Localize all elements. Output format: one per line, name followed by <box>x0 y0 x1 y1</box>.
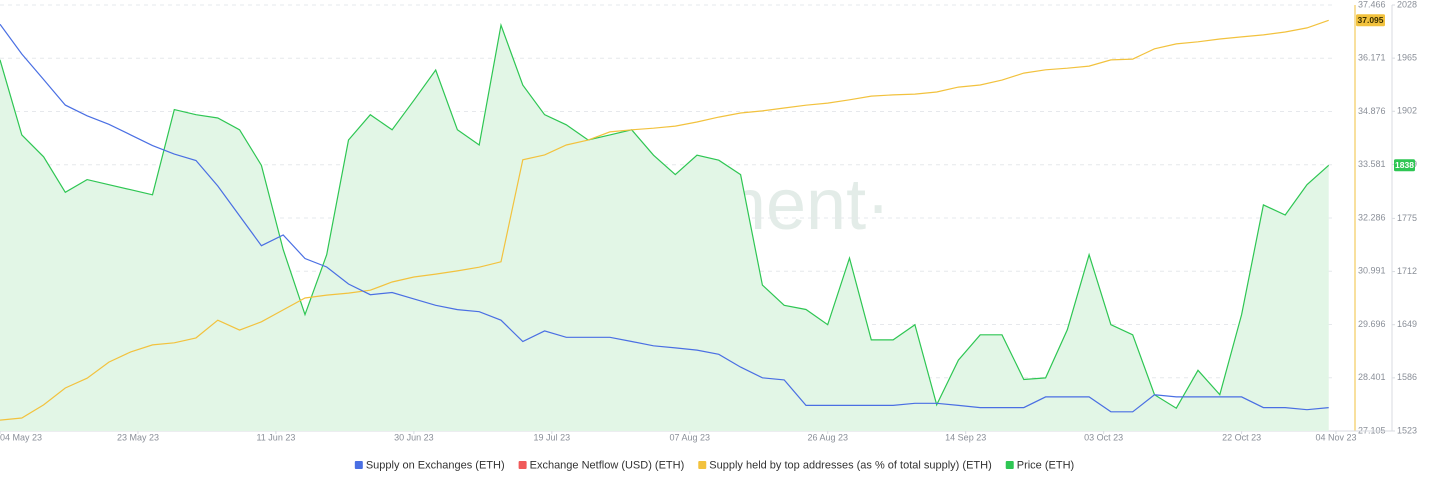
y-tick-label: 36.171 <box>1358 53 1386 63</box>
value-tag <box>1356 14 1385 27</box>
x-tick-label: 03 Oct 23 <box>1084 432 1123 442</box>
line <box>0 19 1329 421</box>
y2-tick-label: 1775 <box>1397 213 1417 223</box>
y2-tick-label: 1586 <box>1397 372 1417 382</box>
y-tick-label: 37.466 <box>1358 0 1386 9</box>
x-tick-label: 23 May 23 <box>117 432 159 442</box>
x-tick-label: 14 Sep 23 <box>945 432 986 442</box>
x-tick-label: 19 Jul 23 <box>534 432 571 442</box>
x-tick-label: 30 Jun 23 <box>394 432 434 442</box>
x-tick-label: 22 Oct 23 <box>1222 432 1261 442</box>
area <box>0 25 1329 431</box>
y2-tick-label: 1902 <box>1397 106 1417 116</box>
legend: Supply on Exchanges (ETH) Exchange Netflo… <box>354 459 1074 471</box>
y-tick-label: 32.286 <box>1358 212 1386 222</box>
legend-label: Exchange Netflow (USD) (ETH) <box>530 459 685 471</box>
y-tick-label: 30.991 <box>1358 266 1386 276</box>
value-tag-label: 1838 <box>1395 160 1414 170</box>
value-tag-label: 37.095 <box>1358 15 1384 25</box>
y-tick-label: 29.696 <box>1358 319 1386 329</box>
y2-tick-label: 1523 <box>1397 425 1417 435</box>
x-tick-label: 07 Aug 23 <box>670 432 711 442</box>
legend-label: Price (ETH) <box>1017 459 1074 471</box>
legend-swatch <box>354 461 363 469</box>
line <box>0 23 1329 413</box>
legend-label: Supply on Exchanges (ETH) <box>366 459 505 471</box>
y-tick-label: 33.581 <box>1358 159 1386 169</box>
x-tick-label: 26 Aug 23 <box>807 432 848 442</box>
y-tick-label: 28.401 <box>1358 372 1386 382</box>
y2-tick-label: 1712 <box>1397 266 1417 276</box>
y-tick-label: 27.105 <box>1358 425 1386 435</box>
x-tick-label: 11 Jun 23 <box>256 432 295 442</box>
legend-swatch <box>698 461 707 469</box>
x-tick-label: 04 May 23 <box>0 432 42 442</box>
line <box>0 22 1330 410</box>
y-tick-label: 34.876 <box>1358 106 1386 116</box>
value-tag <box>1394 159 1415 172</box>
y2-tick-label: 1649 <box>1397 319 1417 329</box>
x-tick-label: 04 Nov 23 <box>1315 432 1356 442</box>
y2-tick-label: 1965 <box>1397 53 1417 63</box>
legend-swatch <box>1005 461 1014 469</box>
y2-tick-label: 2028 <box>1397 0 1417 9</box>
legend-swatch <box>518 461 527 469</box>
legend-label: Supply held by top addresses (as % of to… <box>709 459 991 471</box>
